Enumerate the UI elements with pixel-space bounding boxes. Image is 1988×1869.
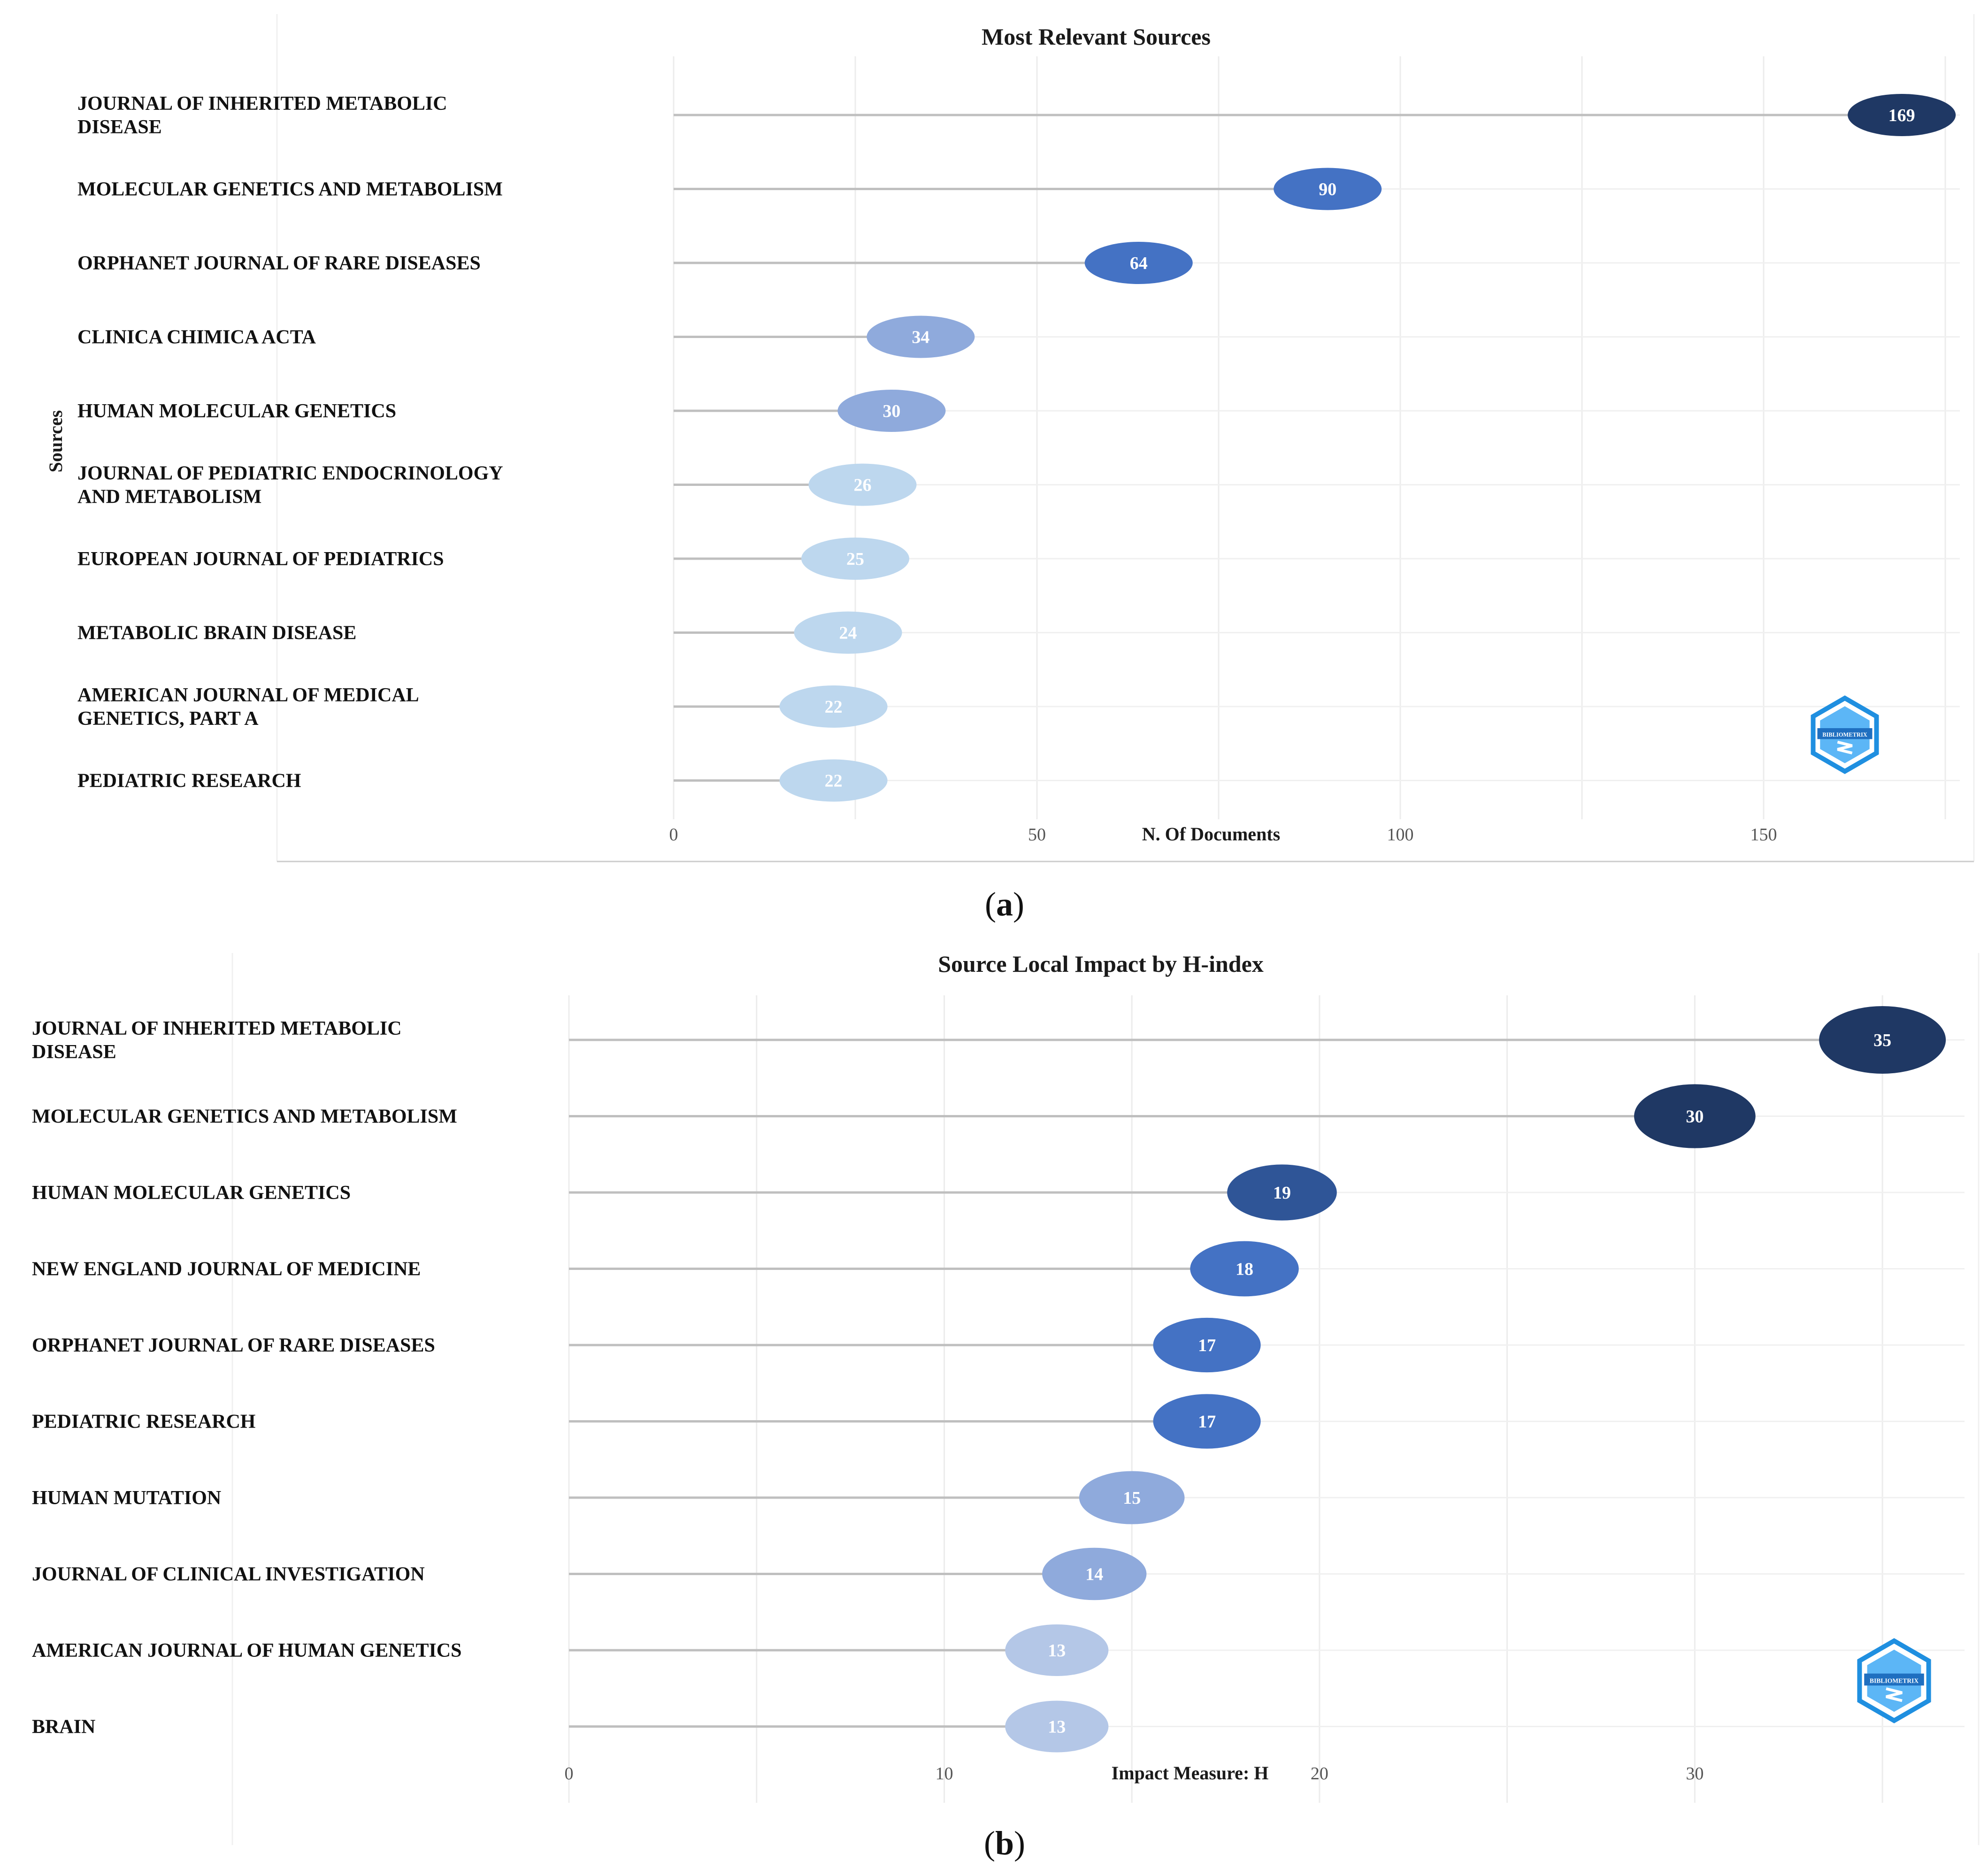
- caption-a: (a): [985, 885, 1024, 923]
- category-label: MOLECULAR GENETICS AND METABOLISM: [32, 1106, 457, 1128]
- data-label: 13: [1048, 1641, 1066, 1661]
- lollipop-bubble: [1042, 1547, 1147, 1600]
- category-label: JOURNAL OF PEDIATRIC ENDOCRINOLOGY AND ME…: [77, 463, 503, 508]
- logo-text: BIBLIOMETRIX: [1870, 1677, 1919, 1684]
- caption-b: (b): [984, 1824, 1025, 1862]
- category-label: METABOLIC BRAIN DISEASE: [77, 623, 356, 644]
- category-label: EUROPEAN JOURNAL OF PEDIATRICS: [77, 548, 444, 570]
- category-label: HUMAN MOLECULAR GENETICS: [77, 400, 396, 422]
- lollipop-bubble: [808, 463, 917, 506]
- data-label: 24: [839, 623, 857, 643]
- category-label: AMERICAN JOURNAL OF HUMAN GENETICS: [32, 1640, 462, 1661]
- data-label: 26: [853, 476, 871, 495]
- logo-text: BIBLIOMETRIX: [1822, 731, 1867, 738]
- lollipop-bubble: [1848, 94, 1956, 136]
- category-label: HUMAN MOLECULAR GENETICS: [32, 1182, 351, 1204]
- data-label: 35: [1873, 1031, 1891, 1050]
- lollipop-bubble: [1274, 168, 1382, 210]
- lollipop-bubble: [801, 538, 910, 580]
- chart-a-x-ticks: 0 50 100 150: [669, 825, 1777, 845]
- lollipop-bubble: [1153, 1317, 1261, 1373]
- chart-a-gridlines: [276, 14, 1975, 862]
- category-label: HUMAN MUTATION: [32, 1487, 221, 1509]
- lollipop-bubble: [837, 390, 946, 432]
- data-label: 30: [1686, 1107, 1704, 1127]
- category-label: ORPHANET JOURNAL OF RARE DISEASES: [32, 1335, 435, 1356]
- logo-banner: [1864, 1673, 1924, 1686]
- lollipop-bubble: [779, 685, 888, 728]
- data-label: 22: [825, 697, 843, 717]
- category-label: BRAIN: [32, 1716, 95, 1738]
- chart-b-marks: 35 30 19 18 17 17 15 14 13 13: [569, 1006, 1946, 1753]
- logo-banner: [1817, 728, 1873, 739]
- category-label: NEW ENGLAND JOURNAL OF MEDICINE: [32, 1259, 421, 1280]
- x-tick-label: 0: [565, 1764, 574, 1784]
- lollipop-bubble: [779, 759, 888, 802]
- category-label: JOURNAL OF INHERITED METABOLIC DISEASE: [77, 93, 447, 138]
- chart-a-y-axis-label: Sources: [45, 410, 66, 473]
- data-label: 18: [1236, 1260, 1253, 1279]
- chart-a-logo: BIBLIOMETRIX: [1811, 695, 1879, 774]
- lollipop-bubble: [1634, 1084, 1756, 1148]
- x-tick-label: 20: [1311, 1764, 1328, 1784]
- category-label: MOLECULAR GENETICS AND METABOLISM: [77, 179, 503, 200]
- chart-b-title: Source Local Impact by H-index: [938, 951, 1264, 977]
- lollipop-bubble: [1153, 1394, 1261, 1449]
- data-label: 25: [846, 549, 864, 569]
- lollipop-bubble: [1190, 1241, 1299, 1297]
- lollipop-bubble: [1227, 1164, 1337, 1221]
- lollipop-bubble: [794, 611, 902, 654]
- data-label: 17: [1198, 1412, 1216, 1432]
- category-label: AMERICAN JOURNAL OF MEDICAL GENETICS, PAR…: [77, 685, 419, 730]
- data-label: 15: [1123, 1488, 1141, 1508]
- lollipop-bubble: [867, 315, 975, 358]
- data-label: 19: [1273, 1183, 1291, 1203]
- chart-b-x-axis-label: Impact Measure: H: [1112, 1762, 1269, 1784]
- chart-a: Most Relevant Sources Sources JOURNAL OF…: [45, 14, 1975, 862]
- lollipop-bubble: [1084, 242, 1193, 284]
- data-label: 90: [1319, 180, 1336, 200]
- category-label: JOURNAL OF CLINICAL INVESTIGATION: [32, 1564, 425, 1585]
- data-label: 30: [883, 401, 900, 421]
- x-tick-label: 10: [935, 1764, 953, 1784]
- category-label: PEDIATRIC RESEARCH: [77, 770, 301, 792]
- x-tick-label: 0: [669, 825, 678, 845]
- x-tick-label: 100: [1387, 825, 1414, 845]
- chart-b-logo: BIBLIOMETRIX: [1857, 1638, 1931, 1723]
- chart-a-title: Most Relevant Sources: [982, 23, 1211, 50]
- chart-b-x-ticks: 0 10 20 30: [565, 1764, 1704, 1784]
- data-label: 34: [912, 328, 929, 347]
- chart-a-marks: 169 90 64 34 30 26 25 24 22 22: [674, 94, 1956, 802]
- logo-dna-icon: [1837, 740, 1853, 754]
- x-tick-label: 50: [1028, 825, 1046, 845]
- lollipop-bubble: [1079, 1471, 1185, 1524]
- data-label: 13: [1048, 1717, 1066, 1737]
- category-label: CLINICA CHIMICA ACTA: [77, 327, 316, 348]
- lollipop-bubble: [1005, 1700, 1109, 1753]
- chart-a-x-axis-label: N. Of Documents: [1142, 823, 1280, 845]
- category-label: JOURNAL OF INHERITED METABOLIC DISEASE: [32, 1018, 402, 1063]
- logo-dna-icon: [1886, 1687, 1903, 1702]
- data-label: 64: [1130, 254, 1148, 273]
- chart-b: Source Local Impact by H-index JOURNAL O…: [32, 951, 1980, 1845]
- data-label: 169: [1888, 106, 1915, 125]
- x-tick-label: 30: [1686, 1764, 1704, 1784]
- data-label: 14: [1085, 1565, 1103, 1584]
- chart-b-category-labels: JOURNAL OF INHERITED METABOLIC DISEASE MOL…: [32, 1018, 462, 1738]
- data-label: 17: [1198, 1336, 1216, 1355]
- category-label: ORPHANET JOURNAL OF RARE DISEASES: [77, 253, 481, 274]
- lollipop-bubble: [1819, 1006, 1946, 1074]
- chart-a-category-labels: JOURNAL OF INHERITED METABOLIC DISEASE MOL…: [77, 93, 503, 792]
- category-label: PEDIATRIC RESEARCH: [32, 1411, 255, 1433]
- x-tick-label: 150: [1750, 825, 1777, 845]
- data-label: 22: [825, 771, 843, 791]
- lollipop-bubble: [1005, 1624, 1109, 1676]
